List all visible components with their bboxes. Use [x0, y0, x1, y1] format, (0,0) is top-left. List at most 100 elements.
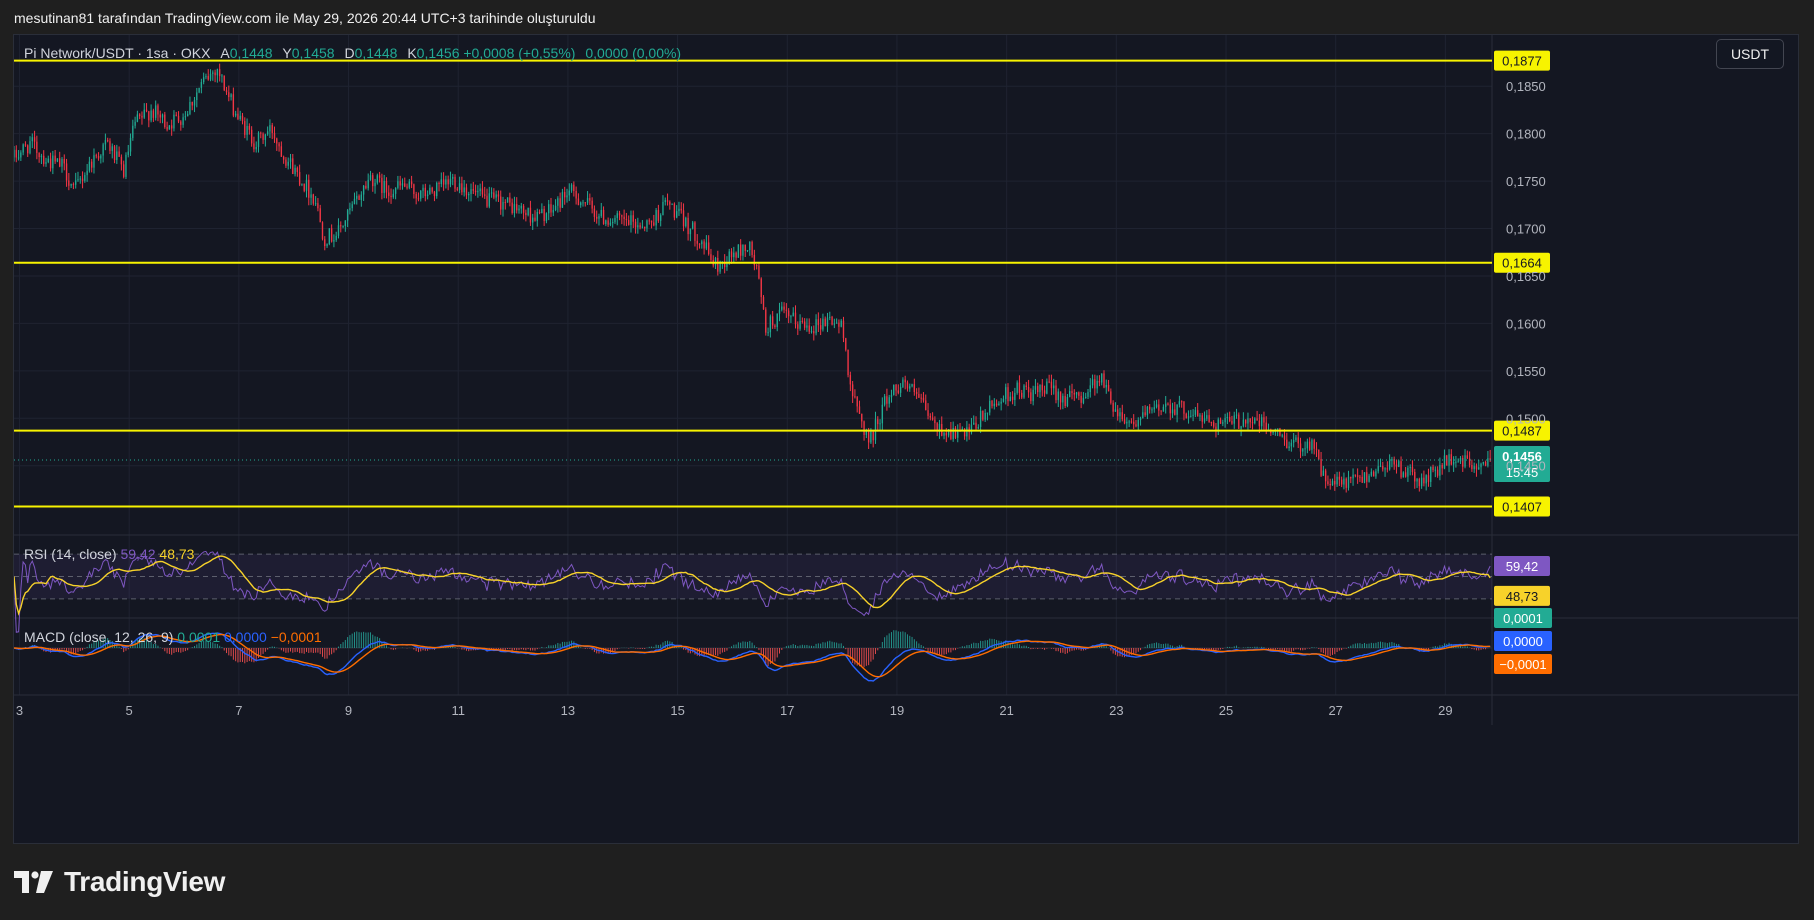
candle-body — [529, 207, 532, 223]
candle-body — [447, 179, 449, 185]
candle-body — [406, 186, 408, 188]
candle-body — [1402, 472, 1405, 478]
candle-body — [1190, 415, 1192, 417]
candle-body — [545, 213, 548, 222]
header-caption: mesutinan81 tarafından TradingView.com i… — [14, 10, 596, 26]
candle-body — [401, 183, 404, 186]
level-label-bg — [1494, 496, 1550, 517]
candle-body — [223, 75, 225, 91]
candle-body — [148, 111, 150, 121]
candle-body — [909, 386, 911, 389]
candle-body — [22, 144, 24, 153]
candle-body — [436, 182, 438, 197]
candle-body — [1311, 440, 1313, 450]
candle-body — [1082, 397, 1085, 403]
candle-body — [552, 210, 554, 213]
level-label-bg — [1494, 50, 1550, 71]
candle-body — [1112, 402, 1114, 412]
candle-body — [255, 146, 257, 150]
candle-body — [1395, 464, 1398, 467]
brand-name: TradingView — [64, 866, 226, 897]
candle-body — [557, 198, 559, 206]
chart-panel[interactable]: 0,1877 0,1664 0,1487 0,1407 0,1456 15:45 0,185… — [13, 34, 1799, 844]
candle-body — [1187, 416, 1190, 418]
candle-body — [218, 69, 221, 77]
candle-body — [180, 121, 182, 125]
candle-body — [308, 179, 310, 198]
chart-canvas[interactable]: 0,18770,16640,14870,14070,145615:450,185… — [14, 35, 1798, 843]
candle-body — [810, 331, 813, 333]
candle-body — [1315, 448, 1318, 450]
candle-body — [1276, 428, 1279, 430]
candle-body — [602, 209, 605, 225]
candle-body — [209, 73, 212, 80]
candles-group — [14, 63, 1491, 493]
open-label: A — [220, 45, 230, 61]
candle-body — [792, 312, 794, 317]
candle-body — [872, 430, 874, 441]
candle-body — [36, 141, 38, 153]
candle-body — [330, 228, 333, 242]
candle-body — [1418, 478, 1421, 487]
candle-body — [49, 158, 52, 169]
candle-body — [1212, 422, 1215, 427]
candle-body — [262, 133, 264, 140]
candle-body — [1414, 471, 1416, 482]
candle-body — [1420, 477, 1423, 487]
candle-body — [298, 172, 301, 185]
candle-body — [806, 325, 808, 328]
candle-body — [856, 397, 858, 407]
candle-body — [625, 219, 628, 221]
macd-legend[interactable]: MACD (close, 12, 26, 9) 0,0001 0,0000 −0… — [24, 629, 322, 645]
candle-body — [47, 158, 49, 163]
candle-body — [264, 134, 267, 140]
candle-body — [1318, 449, 1320, 459]
candle-body — [170, 125, 173, 129]
candle-body — [580, 202, 582, 206]
candle-body — [918, 393, 920, 398]
rsi-title: RSI (14, close) — [24, 546, 117, 562]
time-tick-label: 3 — [16, 703, 23, 718]
candle-body — [246, 125, 248, 135]
rsi-legend[interactable]: RSI (14, close) 59,42 48,73 — [24, 546, 194, 562]
candle-body — [596, 216, 598, 219]
candle-body — [648, 220, 650, 222]
level-label: 0,1487 — [1502, 424, 1542, 439]
candle-body — [783, 306, 785, 310]
candle-body — [737, 244, 740, 258]
candle-body — [1144, 412, 1146, 416]
candle-body — [33, 137, 36, 142]
candle-body — [1208, 415, 1210, 423]
time-tick-label: 9 — [345, 703, 352, 718]
candle-body — [1167, 403, 1169, 405]
candle-body — [813, 331, 815, 334]
candle-body — [68, 180, 70, 186]
candle-body — [134, 121, 136, 126]
candle-body — [1153, 407, 1155, 410]
time-tick-label: 21 — [999, 703, 1013, 718]
candle-body — [1002, 398, 1005, 402]
candle-body — [269, 125, 271, 132]
symbol-title[interactable]: Pi Network/USDT · 1sa · OKX — [24, 45, 211, 61]
candle-body — [481, 188, 484, 195]
candle-body — [650, 220, 653, 223]
candle-body — [1178, 401, 1181, 405]
candle-body — [701, 241, 703, 245]
candle-body — [372, 175, 374, 187]
candle-body — [154, 105, 157, 118]
candle-body — [1231, 421, 1233, 424]
last-price-label-bg — [1494, 446, 1550, 483]
candle-body — [1050, 381, 1053, 389]
candle-body — [662, 201, 664, 216]
time-tick-label: 11 — [451, 703, 465, 718]
candle-body — [728, 251, 730, 264]
currency-button[interactable]: USDT — [1716, 39, 1784, 69]
candle-body — [294, 167, 296, 175]
candle-body — [532, 217, 534, 223]
candle-body — [177, 115, 180, 122]
tradingview-logo[interactable]: TradingView — [14, 866, 225, 898]
candle-body — [198, 87, 200, 93]
candle-body — [1016, 382, 1018, 393]
candle-body — [75, 180, 77, 185]
candle-body — [1114, 409, 1117, 412]
